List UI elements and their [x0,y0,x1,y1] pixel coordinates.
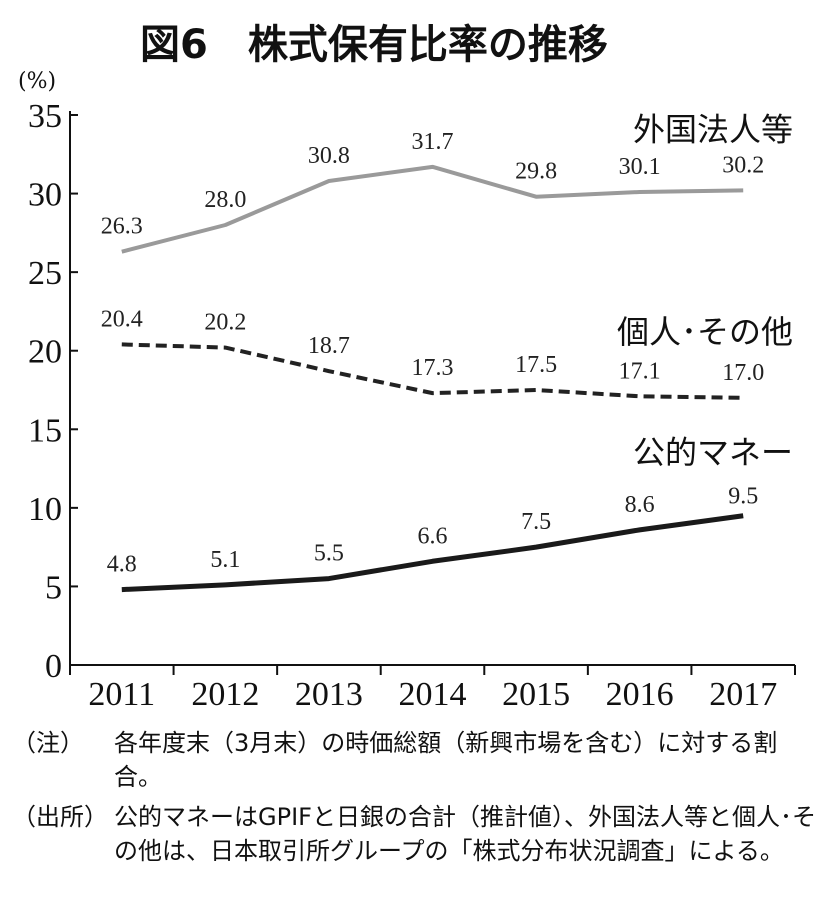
x-tick-label: 2016 [606,676,674,713]
data-label: 31.7 [412,129,454,155]
data-label: 5.1 [210,547,240,573]
y-tick-label: 30 [28,177,62,214]
series-line [121,164,744,254]
data-label: 17.3 [412,355,454,381]
data-label: 7.5 [521,509,551,535]
data-label: 30.8 [308,143,350,169]
y-tick-label: 25 [28,255,62,292]
data-label: 18.7 [308,333,350,359]
note-row-chu: （注） 各年度末（3月末）の時価総額（新興市場を含む）に対する割合。 [12,726,822,794]
y-tick-label: 20 [28,334,62,371]
series-layer [121,164,744,593]
series-name-label: 公的マネー [633,434,793,472]
data-label: 9.5 [728,484,758,510]
y-tick-label: 15 [28,412,62,449]
y-unit-label: (%) [18,69,56,94]
x-tick-label: 2015 [502,676,570,713]
data-label: 28.0 [204,187,246,213]
x-tick-label: 2011 [88,676,155,713]
y-tick-label: 5 [45,569,62,606]
chart-axes: 0 5 10 15 20 25 30 35 2011 2012 2013 2014 2015 2016 20… [28,98,796,713]
chart-title: 図6 株式保有比率の推移 [140,22,608,68]
data-label: 26.3 [101,214,143,240]
data-label: 4.8 [107,552,137,578]
note-row-source: （出所） 公的マネーはGPIFと日銀の合計（推計値）、外国法人等と個人･その他は… [12,800,822,868]
data-label: 17.5 [515,352,557,378]
series-name-label: 個人･その他 [617,313,793,351]
data-label: 5.5 [314,541,344,567]
y-tick-label: 0 [45,648,62,685]
note-head: （出所） [12,803,108,831]
note-text: 各年度末（3月末）の時価総額（新興市場を含む）に対する割合。 [114,729,778,791]
data-label: 30.2 [722,152,764,178]
data-label: 20.2 [204,310,246,336]
data-label: 17.1 [619,358,661,384]
data-label: 6.6 [418,523,448,549]
x-tick-label: 2012 [191,676,259,713]
x-tick-label: 2013 [295,676,363,713]
series-line [121,342,744,400]
y-tick-label: 35 [28,98,62,135]
x-tick-label: 2014 [399,676,467,713]
data-labels-layer: 26.3 28.0 30.8 31.7 29.8 30.1 30.2 20.4 20.2 18.7… [101,110,793,577]
note-text: 公的マネーはGPIFと日銀の合計（推計値）、外国法人等と個人･その他は、日本取引… [114,803,816,865]
note-head: （注） [12,729,84,757]
series-line [121,513,744,593]
data-label: 17.0 [722,360,764,386]
data-label: 20.4 [101,306,143,332]
data-label: 8.6 [625,492,655,518]
series-name-label: 外国法人等 [633,110,793,148]
y-tick-label: 10 [28,491,62,528]
data-label: 30.1 [619,154,661,180]
x-tick-label: 2017 [709,676,777,713]
data-label: 29.8 [515,159,557,185]
footnotes: （注） 各年度末（3月末）の時価総額（新興市場を含む）に対する割合。 （出所） … [12,726,822,874]
